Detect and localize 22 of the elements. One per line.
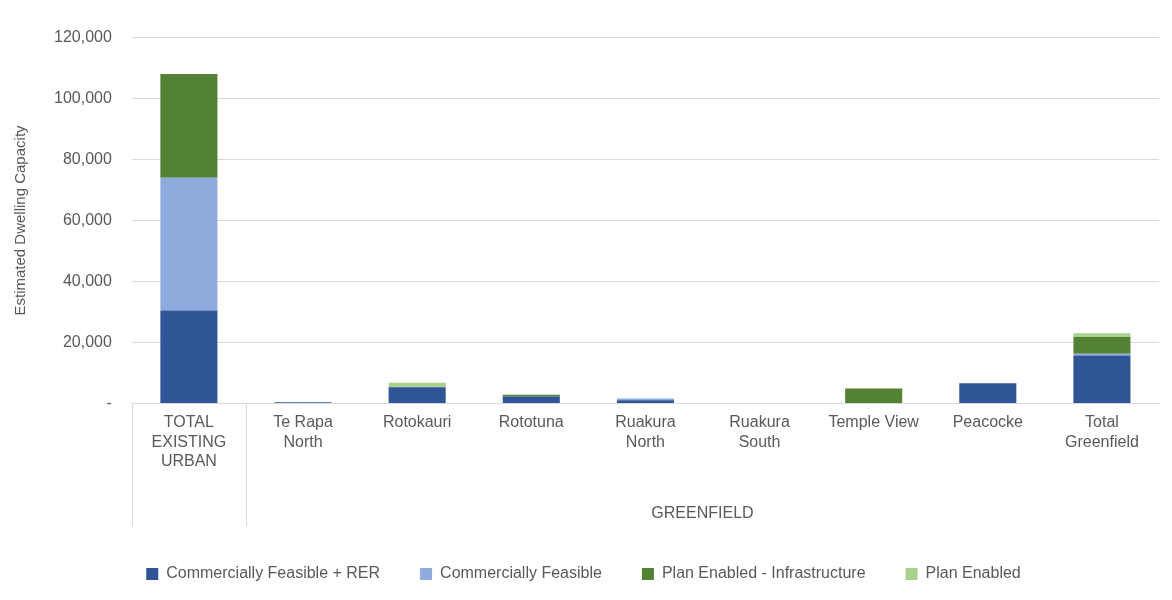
y-axis-title: Estimated Dwelling Capacity (11, 124, 29, 316)
y-tick-label: 20,000 (62, 332, 112, 350)
y-tick-label: 100,000 (53, 88, 112, 106)
text: GREENFIELD (651, 504, 754, 522)
x-tick-label: TOTAL EXISTING URBAN (151, 413, 227, 469)
x-tick-label: Ruakura South (729, 413, 790, 450)
x-tick-label: Te Rapa North (273, 413, 333, 450)
y-tick-label: 80,000 (62, 149, 112, 167)
x-tick-label: Rototuna (498, 413, 564, 431)
legend-label: Plan Enabled (925, 564, 1021, 582)
x-tick-label: Rotokauri (382, 413, 452, 431)
x-tick-label: Total Greenfield (1065, 413, 1139, 450)
y-tick-label: 60,000 (62, 210, 112, 228)
x-tick-label: Ruakura North (615, 413, 676, 450)
y-tick-label: 40,000 (62, 271, 112, 289)
x-tick-label: Peacocke (952, 413, 1024, 431)
legend-label: Plan Enabled - Infrastructure (661, 564, 866, 582)
y-tick-label: - (106, 393, 112, 411)
legend-label: Commercially Feasible (440, 564, 602, 582)
legend-label: Commercially Feasible + RER (166, 564, 381, 582)
y-tick-label: 120,000 (53, 28, 112, 46)
x-tick-label: Temple View (828, 413, 920, 431)
